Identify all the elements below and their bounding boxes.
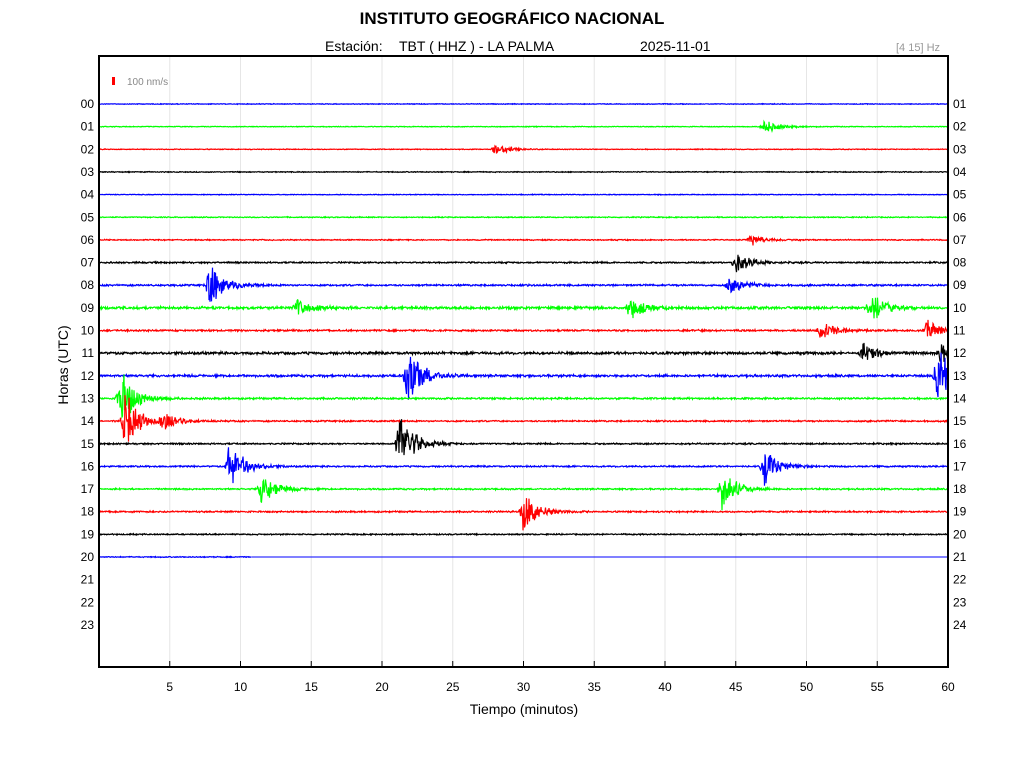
hour-label-right: 20	[953, 527, 967, 541]
x-tick-label: 50	[800, 680, 814, 694]
seismic-trace-10	[98, 319, 949, 338]
hour-label-right: 07	[953, 233, 967, 247]
station-label: Estación:	[325, 38, 383, 54]
hour-label-left: 23	[81, 618, 95, 632]
seismic-trace-19	[98, 532, 948, 537]
seismic-trace-13	[98, 374, 949, 420]
seismic-trace-09	[98, 297, 949, 319]
seismic-trace-20	[98, 555, 252, 559]
hour-label-left: 18	[81, 505, 95, 519]
seismic-trace-01	[98, 119, 949, 134]
seismic-trace-16	[98, 447, 949, 486]
seismic-trace-02	[98, 144, 949, 154]
seismic-trace-06	[98, 234, 949, 246]
seismic-trace-08	[98, 267, 949, 302]
hour-label-left: 15	[81, 437, 95, 451]
hour-label-right: 14	[953, 391, 967, 405]
hour-label-left: 09	[81, 301, 95, 315]
hour-label-right: 13	[953, 369, 967, 383]
hour-label-left: 07	[81, 256, 95, 270]
hour-label-left: 13	[81, 391, 95, 405]
hour-label-left: 12	[81, 369, 95, 383]
y-axis-label: Horas (UTC)	[55, 325, 71, 404]
scale-bar	[112, 77, 115, 85]
hour-label-right: 08	[953, 256, 967, 270]
seismic-trace-04	[98, 193, 949, 196]
hour-label-left: 20	[81, 550, 95, 564]
hour-label-left: 19	[81, 527, 95, 541]
hour-label-right: 05	[953, 188, 967, 202]
hour-label-left: 01	[81, 120, 95, 134]
seismic-trace-05	[98, 215, 949, 219]
hour-label-right: 18	[953, 482, 967, 496]
hour-label-right: 17	[953, 459, 967, 473]
hour-label-right: 23	[953, 595, 967, 609]
seismic-trace-17	[98, 478, 949, 511]
hour-label-left: 11	[82, 346, 95, 360]
hour-label-left: 14	[81, 414, 95, 428]
seismic-trace-12	[98, 352, 949, 400]
x-tick-label: 30	[517, 680, 531, 694]
seismic-trace-11	[98, 342, 949, 362]
x-tick-label: 35	[588, 680, 602, 694]
hour-label-left: 02	[81, 142, 95, 156]
hour-label-left: 08	[81, 278, 95, 292]
plot-frame	[98, 55, 949, 668]
hour-label-right: 16	[953, 437, 967, 451]
x-tick-label: 25	[446, 680, 460, 694]
hour-label-right: 03	[953, 142, 967, 156]
hour-label-right: 06	[953, 210, 967, 224]
hour-label-right: 02	[953, 120, 967, 134]
hour-label-right: 21	[953, 550, 967, 564]
hour-label-left: 17	[81, 482, 95, 496]
hour-label-left: 04	[81, 188, 95, 202]
seismic-trace-14	[98, 395, 949, 442]
seismic-trace-03	[98, 170, 949, 174]
x-tick-label: 10	[234, 680, 248, 694]
x-axis-label: Tiempo (minutos)	[470, 701, 578, 717]
hour-label-left: 06	[81, 233, 95, 247]
chart-title: INSTITUTO GEOGRÁFICO NACIONAL	[359, 9, 665, 28]
hour-label-right: 22	[953, 573, 967, 587]
hour-label-right: 11	[953, 324, 966, 338]
x-tick-label: 5	[166, 680, 173, 694]
scale-label: 100 nm/s	[127, 77, 168, 88]
left-hour-labels: 00 01 02 03 04 05 06 07 08 09 10 11 12 13 14 15 16 17 18 19…	[81, 97, 95, 632]
seismic-trace-00	[98, 102, 949, 106]
hour-label-left: 16	[81, 459, 95, 473]
hour-label-right: 09	[953, 278, 967, 292]
hour-label-right: 19	[953, 505, 967, 519]
x-axis-ticks: 5 10 15 20 25 30 35 40 45 50 55 60	[166, 661, 955, 694]
x-tick-label: 40	[658, 680, 672, 694]
seismic-traces	[98, 102, 949, 559]
hour-label-right: 01	[953, 97, 967, 111]
station-name: TBT ( HHZ ) - LA PALMA	[399, 38, 555, 54]
hour-label-right: 10	[953, 301, 967, 315]
x-tick-label: 60	[941, 680, 955, 694]
x-tick-label: 55	[871, 680, 885, 694]
hour-label-left: 10	[81, 324, 95, 338]
hour-label-left: 00	[81, 97, 95, 111]
frequency-band: [4 15] Hz	[896, 42, 941, 54]
seismic-trace-18	[98, 498, 949, 531]
hour-label-left: 03	[81, 165, 95, 179]
seismic-trace-15	[98, 419, 949, 456]
hour-label-right: 04	[953, 165, 967, 179]
grid-lines	[169, 57, 878, 666]
x-tick-label: 45	[729, 680, 743, 694]
hour-label-left: 21	[81, 573, 95, 587]
hour-label-right: 12	[953, 346, 967, 360]
hour-label-right: 24	[953, 618, 967, 632]
hour-label-left: 05	[81, 210, 95, 224]
hour-label-left: 22	[81, 595, 95, 609]
chart-date: 2025-11-01	[640, 38, 711, 54]
seismic-trace-07	[98, 254, 949, 273]
right-hour-labels: 01 02 03 04 05 06 07 08 09 10 11 12 13 14 15 16 17 18 19 20…	[953, 97, 967, 632]
x-tick-label: 20	[375, 680, 389, 694]
x-tick-label: 15	[305, 680, 319, 694]
hour-label-right: 15	[953, 414, 967, 428]
